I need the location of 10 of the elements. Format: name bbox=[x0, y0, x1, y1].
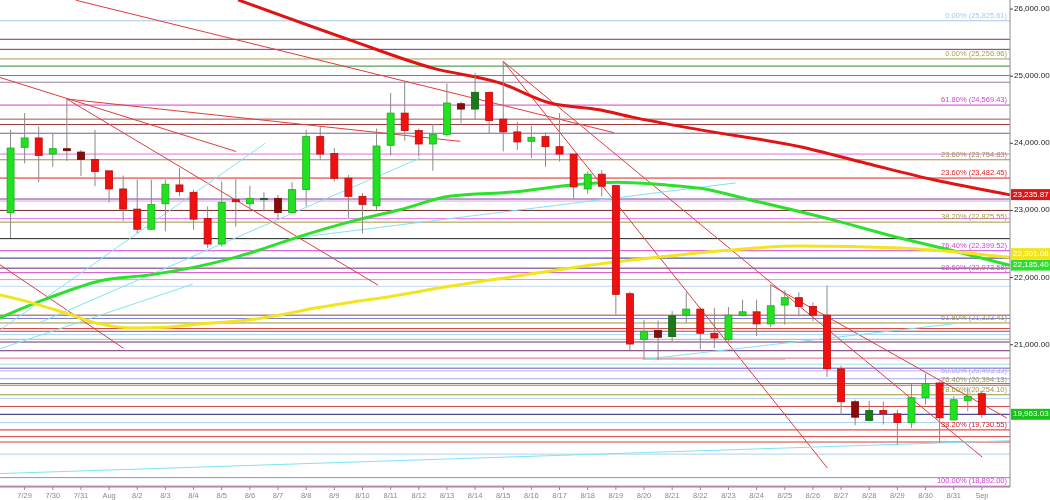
y-tick-label: 24,000.00 bbox=[1014, 138, 1050, 148]
data-label: 22,185.40 bbox=[1013, 260, 1050, 270]
data-label: 22,301.08 bbox=[1013, 248, 1050, 258]
data-label: 23,235.87 bbox=[1013, 189, 1050, 199]
y-tick-label: 26,000.00 bbox=[1014, 4, 1050, 14]
y-tick-label: 21,000.00 bbox=[1014, 339, 1050, 349]
y-tick-label: 25,000.00 bbox=[1014, 71, 1050, 81]
y-tick-label: 22,000.00 bbox=[1014, 272, 1050, 282]
y-tick-label: 23,000.00 bbox=[1014, 205, 1050, 215]
annotation: 19,963.03 bbox=[1013, 409, 1050, 419]
